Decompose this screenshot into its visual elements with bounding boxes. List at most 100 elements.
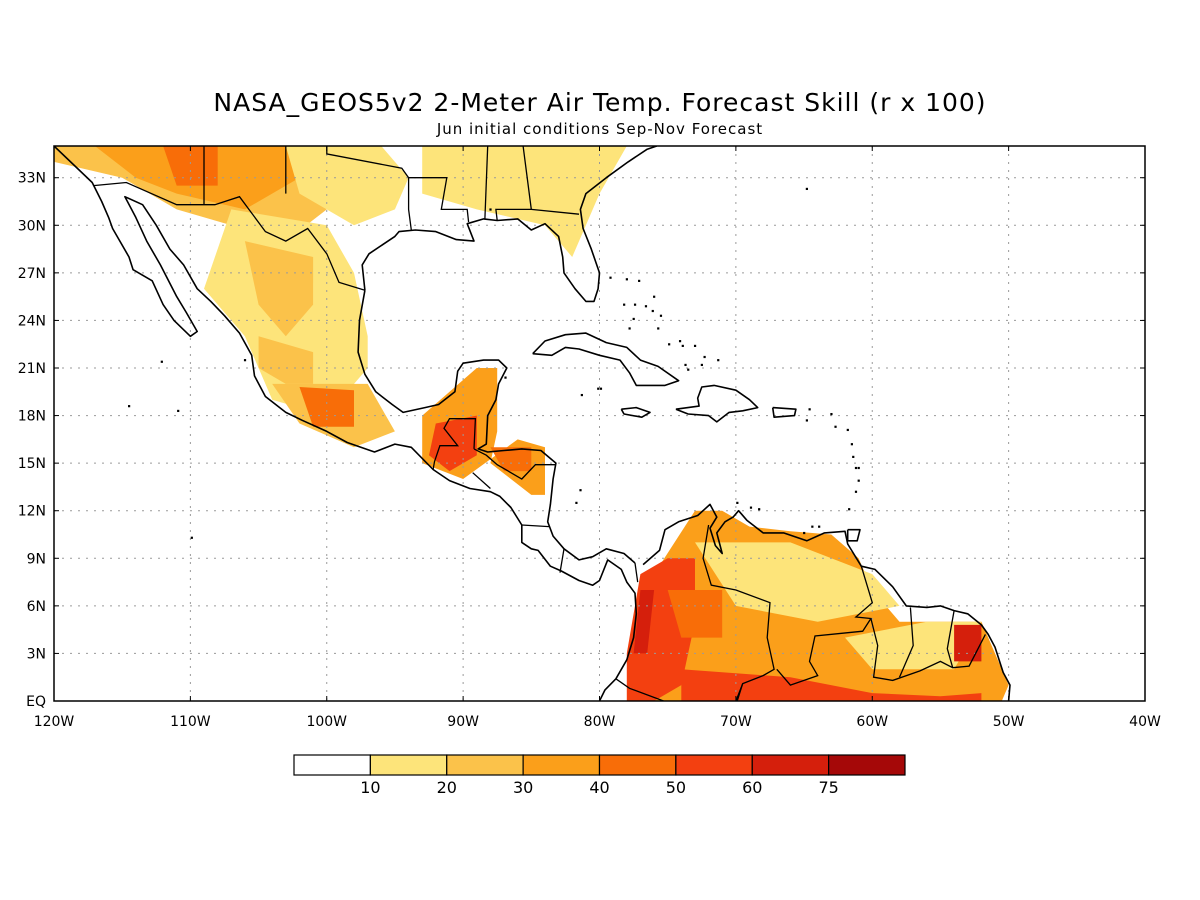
border-line	[615, 678, 664, 701]
island	[579, 489, 582, 492]
coastline	[532, 332, 680, 387]
colorbar-label: 50	[666, 778, 686, 797]
coastline	[846, 528, 861, 542]
island	[736, 501, 739, 504]
island	[653, 295, 656, 298]
longitude-labels: 120W 110W 100W 90W 80W 70W 60W 50W 40W	[34, 146, 1161, 730]
lon-label: 90W	[447, 714, 479, 730]
skill-region-honduras-core	[490, 447, 532, 472]
skill-region-us-southeast	[422, 146, 627, 257]
border-line	[559, 548, 565, 573]
coastline	[771, 406, 797, 419]
skill-region-venezuela-center	[667, 590, 723, 638]
skill-region-amazon-south	[681, 669, 982, 701]
map-subtitle: Jun initial conditions Sep-Nov Forecast	[436, 120, 763, 138]
skill-region-northern-south-america-light	[695, 542, 900, 622]
border-line	[326, 146, 412, 231]
coastline	[54, 146, 638, 701]
island	[128, 405, 131, 408]
political-borders	[93, 146, 986, 701]
border-line	[898, 607, 914, 678]
lon-label: 70W	[720, 714, 752, 730]
skill-region-guatemala-core	[429, 415, 477, 472]
island	[644, 305, 648, 308]
island	[623, 303, 626, 306]
map-frame	[53, 145, 1146, 702]
island	[651, 309, 654, 313]
island	[834, 425, 837, 428]
coastline	[642, 503, 1011, 701]
island	[848, 508, 851, 511]
island	[632, 317, 635, 321]
island	[818, 525, 821, 528]
lon-label: 50W	[993, 714, 1025, 730]
border-line	[93, 181, 366, 291]
lat-label: 27N	[18, 266, 46, 282]
coastline	[620, 406, 651, 419]
colorbar-swatch	[828, 754, 906, 776]
island	[852, 455, 855, 458]
island	[687, 368, 690, 371]
border-line	[702, 524, 775, 701]
lon-label: 40W	[1129, 714, 1161, 730]
island	[177, 409, 180, 413]
lat-label: EQ	[26, 694, 46, 710]
border-line	[495, 146, 533, 221]
map-panel: 33N 30N 27N 24N 21N 18N 15N 12N 9N 6N 3N EQ 120W 110…	[18, 145, 1161, 730]
skill-region-texas-plains	[285, 146, 409, 226]
island	[599, 387, 603, 390]
island	[657, 327, 660, 330]
colorbar-label: 40	[589, 778, 609, 797]
border-line	[870, 618, 986, 682]
island	[160, 360, 163, 363]
border-line	[472, 472, 491, 489]
skill-region-mexico-west	[258, 336, 314, 384]
lat-label: 33N	[18, 171, 46, 187]
coastlines	[54, 146, 1011, 701]
border-line	[432, 418, 477, 470]
lat-label: 18N	[18, 409, 46, 425]
colorbar-label: 30	[513, 778, 533, 797]
lat-label: 15N	[18, 456, 46, 472]
colorbar-swatch	[293, 754, 371, 776]
island	[489, 208, 492, 211]
island	[805, 187, 808, 191]
lon-label: 80W	[584, 714, 616, 730]
lat-label: 24N	[18, 313, 46, 329]
skill-region-mexico-north-core	[244, 241, 314, 337]
island	[854, 466, 858, 470]
island	[758, 508, 761, 511]
island	[609, 276, 612, 279]
border-line	[735, 683, 744, 701]
island	[850, 443, 853, 446]
island	[803, 531, 806, 535]
island	[703, 355, 706, 359]
lon-label: 60W	[856, 714, 888, 730]
island	[805, 419, 808, 422]
island	[628, 327, 631, 330]
island	[638, 279, 641, 282]
lat-label: 12N	[18, 504, 46, 520]
colorbar-swatch	[751, 754, 830, 776]
colorbar-swatch	[369, 754, 448, 776]
island	[693, 344, 697, 347]
island	[846, 428, 849, 432]
lat-label: 21N	[18, 361, 46, 377]
lon-label: 120W	[34, 714, 75, 730]
latitude-labels: 33N 30N 27N 24N 21N 18N 15N 12N 9N 6N 3N EQ	[18, 171, 1145, 710]
lat-label: 6N	[27, 599, 46, 615]
map-title: NASA_GEOS5v2 2-Meter Air Temp. Forecast …	[213, 88, 986, 117]
island	[811, 525, 814, 528]
lat-label: 30N	[18, 218, 46, 234]
island	[749, 506, 753, 509]
island	[830, 412, 833, 416]
colorbar-swatch	[522, 754, 601, 776]
border-line	[484, 146, 489, 219]
island	[575, 501, 578, 504]
island	[678, 340, 682, 343]
island	[625, 278, 628, 281]
island	[857, 479, 860, 482]
colorbar: 10 20 30 40 50 60 75	[293, 754, 906, 797]
coastline	[675, 384, 759, 423]
